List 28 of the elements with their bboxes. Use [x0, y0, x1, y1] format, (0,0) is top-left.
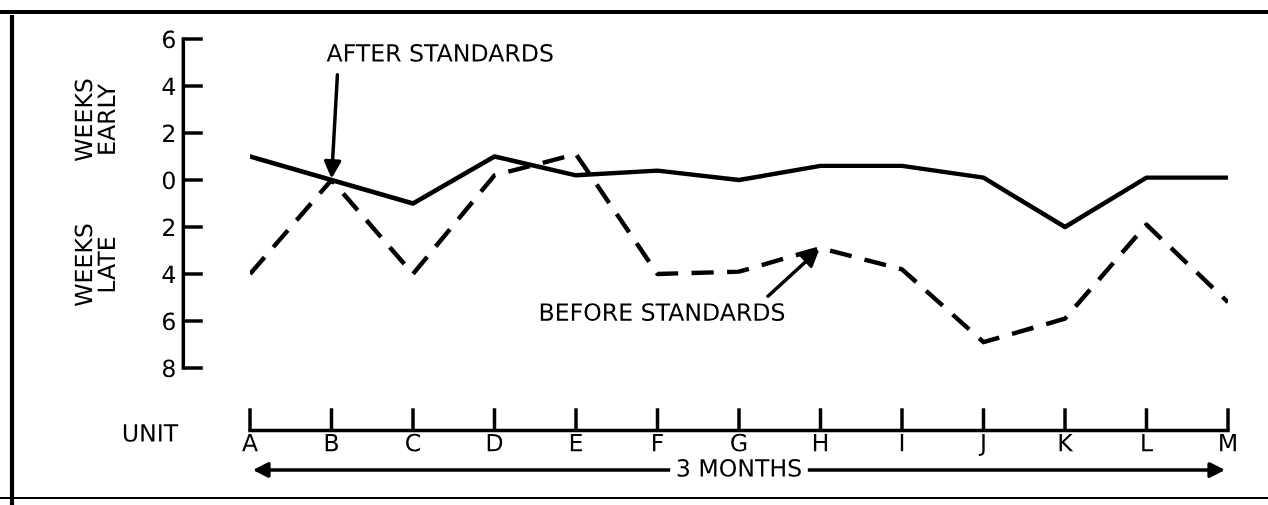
y-tick-label: 2 — [163, 124, 175, 142]
x-tick-label: H — [813, 434, 828, 452]
y-tick-label: 0 — [162, 171, 175, 190]
x-tick-label: K — [1059, 434, 1074, 452]
line-series — [250, 151, 1228, 345]
x-tick-label: F — [653, 434, 663, 452]
y-tick-label: 4 — [162, 265, 176, 283]
y-tick-label: 4 — [162, 77, 176, 95]
x-tick-label: A — [242, 434, 258, 452]
x-tick-label: D — [487, 434, 503, 452]
text: WEEKS EARLY — [74, 79, 115, 162]
x-tick-label: J — [978, 434, 985, 456]
x-tick-label: I — [900, 434, 904, 452]
annotation: BEFORE STANDARDS — [540, 303, 785, 321]
x-tick-label: E — [570, 434, 582, 452]
x-tick-label: B — [325, 434, 338, 452]
x-axis-title: 3 MONTHS — [677, 458, 801, 477]
text: UNIT — [123, 424, 179, 442]
annotation: AFTER STANDARDS — [326, 43, 553, 62]
y-tick-label: 6 — [163, 312, 175, 331]
y-tick-label: 8 — [162, 359, 175, 378]
x-tick-label: C — [406, 433, 420, 452]
x-tick-label: G — [731, 433, 747, 452]
text: WEEKS LATE — [74, 224, 115, 307]
x-tick-label: L — [1142, 434, 1153, 452]
y-tick-label: 2 — [163, 218, 175, 236]
x-tick-label: M — [1220, 434, 1236, 452]
y-tick-label: 6 — [163, 30, 175, 49]
